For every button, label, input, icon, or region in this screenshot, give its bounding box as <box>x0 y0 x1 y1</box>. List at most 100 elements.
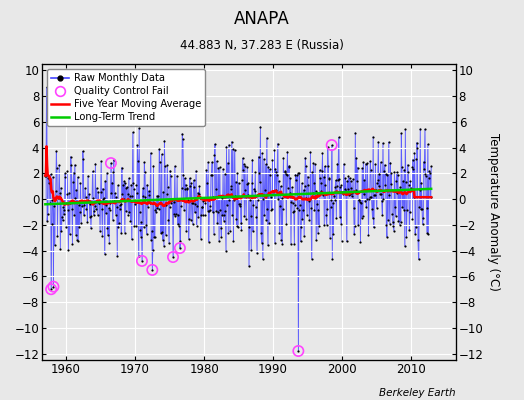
Point <box>281 167 289 174</box>
Point <box>181 181 190 188</box>
Point <box>190 177 198 184</box>
Point <box>195 183 204 189</box>
Point <box>146 150 155 156</box>
Point <box>371 161 379 167</box>
Point <box>119 196 128 203</box>
Point <box>209 209 217 216</box>
Point <box>257 230 265 236</box>
Point <box>250 186 258 192</box>
Point <box>201 212 209 218</box>
Point <box>353 178 361 184</box>
Point <box>241 187 249 194</box>
Point <box>415 204 423 210</box>
Point <box>204 238 213 245</box>
Point <box>292 177 300 184</box>
Point <box>243 181 251 187</box>
Point <box>54 194 63 201</box>
Point <box>377 198 386 204</box>
Point <box>347 193 356 200</box>
Point <box>226 228 234 234</box>
Point <box>320 174 328 180</box>
Point <box>149 246 157 253</box>
Point <box>158 229 166 236</box>
Point <box>377 191 385 197</box>
Point <box>396 184 405 191</box>
Point <box>244 180 253 186</box>
Point <box>180 206 188 213</box>
Point <box>216 207 224 214</box>
Point <box>253 197 261 203</box>
Point <box>86 225 95 232</box>
Point <box>154 193 162 199</box>
Point <box>46 200 54 206</box>
Point <box>189 200 198 206</box>
Point <box>43 218 51 224</box>
Point <box>412 156 420 162</box>
Point <box>100 195 108 202</box>
Point <box>59 204 68 210</box>
Point <box>410 194 418 200</box>
Point <box>99 195 107 202</box>
Point <box>373 180 381 187</box>
Point <box>401 126 409 132</box>
Point <box>356 238 365 245</box>
Point <box>167 200 176 206</box>
Point <box>332 177 340 184</box>
Point <box>334 134 343 140</box>
Point <box>57 184 65 191</box>
Point <box>345 192 353 198</box>
Point <box>144 199 152 205</box>
Point <box>418 206 426 212</box>
Point <box>275 178 283 185</box>
Point <box>57 228 66 235</box>
Point <box>84 197 93 203</box>
Point <box>89 168 97 174</box>
Point <box>387 181 395 188</box>
Point <box>286 175 294 182</box>
Point <box>278 194 286 201</box>
Point <box>68 206 76 212</box>
Point <box>311 188 320 195</box>
Point <box>63 207 72 213</box>
Point <box>395 222 403 228</box>
Point <box>166 204 174 210</box>
Point <box>405 227 413 233</box>
Text: 44.883 N, 37.283 E (Russia): 44.883 N, 37.283 E (Russia) <box>180 39 344 52</box>
Point <box>273 171 281 178</box>
Point <box>238 176 246 183</box>
Point <box>414 236 422 243</box>
Point <box>330 197 339 203</box>
Point <box>399 207 408 213</box>
Point <box>108 179 116 186</box>
Point <box>181 186 189 192</box>
Point <box>63 168 71 174</box>
Point <box>192 168 200 174</box>
Point <box>161 232 170 238</box>
Point <box>264 164 272 170</box>
Point <box>122 208 130 214</box>
Point <box>197 212 205 218</box>
Point <box>330 192 338 199</box>
Point <box>310 180 318 186</box>
Point <box>211 141 219 147</box>
Point <box>45 174 53 180</box>
Point <box>344 173 353 179</box>
Point <box>206 203 214 209</box>
Point <box>60 207 69 214</box>
Point <box>217 195 226 201</box>
Point <box>244 192 252 199</box>
Point <box>369 134 377 140</box>
Point <box>146 200 154 206</box>
Point <box>125 175 133 181</box>
Point <box>136 209 144 215</box>
Point <box>216 224 225 231</box>
Point <box>261 161 270 168</box>
Point <box>201 200 210 206</box>
Point <box>227 138 236 145</box>
Point <box>346 191 354 197</box>
Point <box>303 174 312 180</box>
Point <box>214 165 223 172</box>
Point <box>379 196 388 202</box>
Point <box>48 221 56 227</box>
Point <box>358 165 366 172</box>
